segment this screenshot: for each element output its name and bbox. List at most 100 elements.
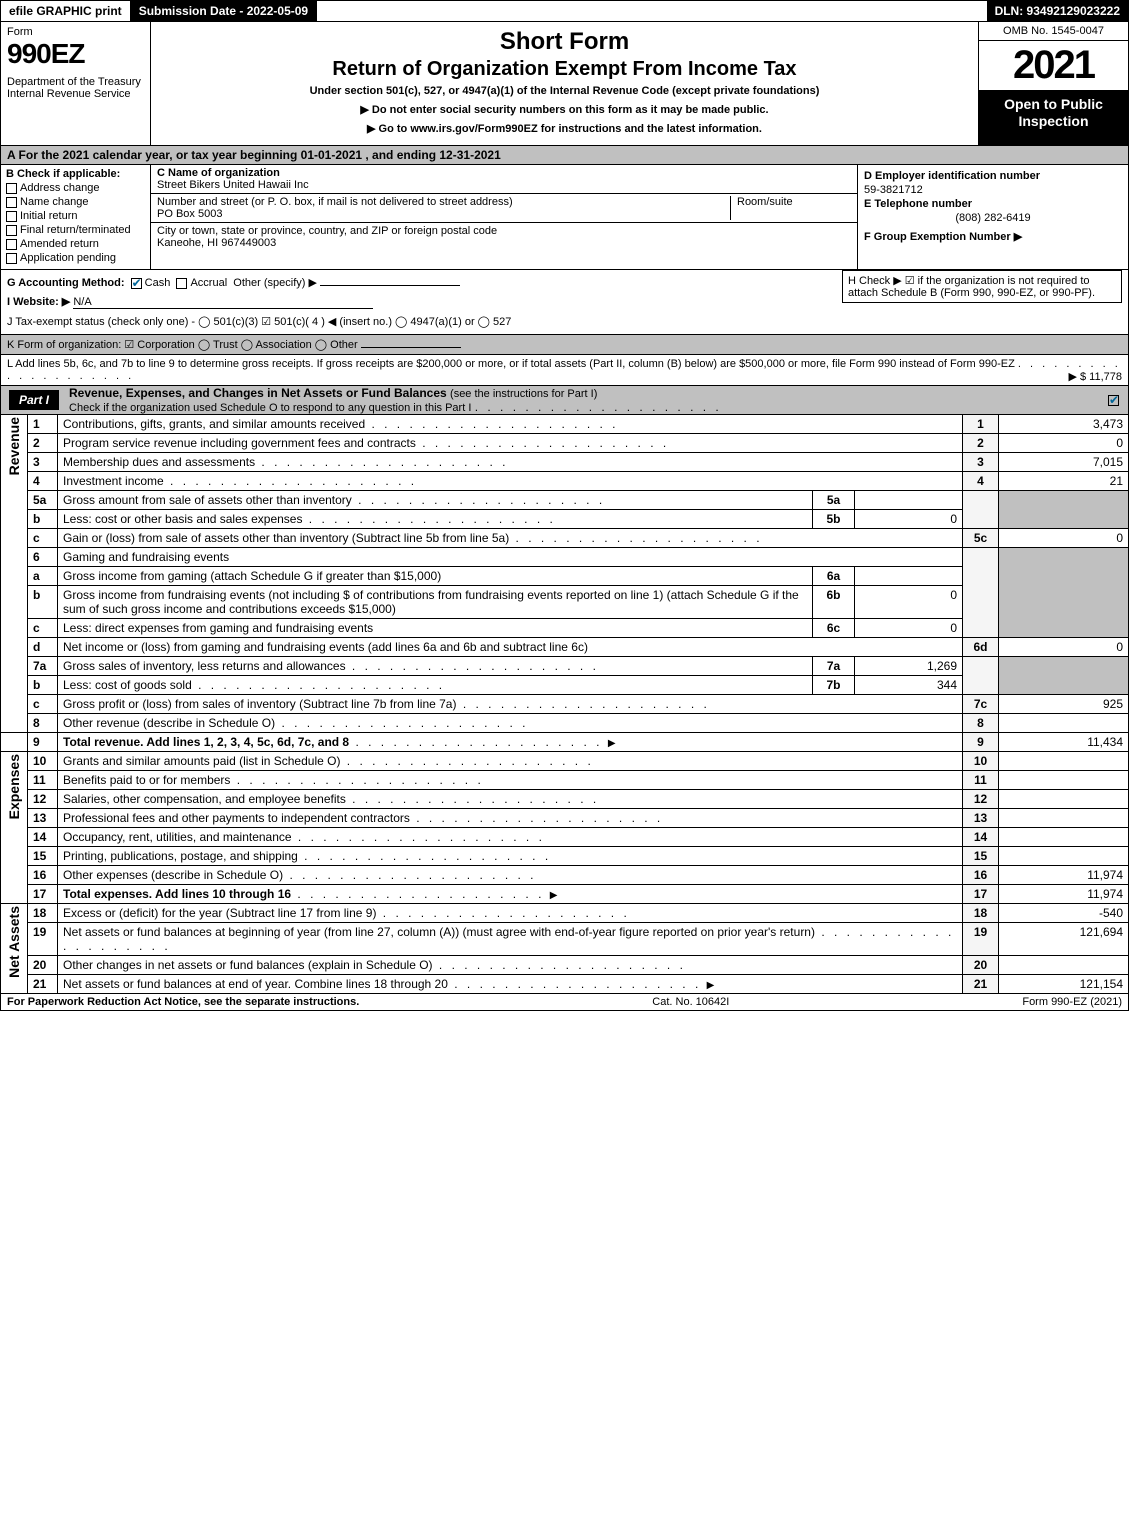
efile-label[interactable]: efile GRAPHIC print [1, 1, 131, 21]
r15-code: 15 [963, 847, 999, 866]
phone: (808) 282-6419 [864, 212, 1122, 224]
r2-num: 2 [28, 434, 58, 453]
chk-initial-return[interactable]: Initial return [6, 210, 145, 222]
r9-num: 9 [28, 733, 58, 752]
r20-desc: Other changes in net assets or fund bala… [63, 958, 433, 972]
part1-title: Revenue, Expenses, and Changes in Net As… [69, 386, 447, 400]
r8-desc: Other revenue (describe in Schedule O) [63, 716, 275, 730]
ein: 59-3821712 [864, 184, 1122, 196]
r1-desc: Contributions, gifts, grants, and simila… [63, 417, 365, 431]
g-other-input[interactable] [320, 285, 460, 286]
form-number: 990EZ [7, 38, 144, 70]
r6d-num: d [28, 638, 58, 657]
r7c-amt: 925 [999, 695, 1129, 714]
r2-desc: Program service revenue including govern… [63, 436, 416, 450]
addr-label: Number and street (or P. O. box, if mail… [157, 196, 724, 208]
r3-num: 3 [28, 453, 58, 472]
r8-num: 8 [28, 714, 58, 733]
org-name-row: C Name of organization Street Bikers Uni… [151, 165, 857, 194]
r6a-sval [855, 567, 963, 586]
r10-num: 10 [28, 752, 58, 771]
chk-amended-return[interactable]: Amended return [6, 238, 145, 250]
chk-final-return[interactable]: Final return/terminated [6, 224, 145, 236]
addr-value: PO Box 5003 [157, 208, 724, 220]
r7ab-gray-amt [999, 657, 1129, 695]
chk-name-change[interactable]: Name change [6, 196, 145, 208]
r14-desc: Occupancy, rent, utilities, and maintena… [63, 830, 292, 844]
r18-desc: Excess or (deficit) for the year (Subtra… [63, 906, 376, 920]
r7a-desc: Gross sales of inventory, less returns a… [63, 659, 346, 673]
header: Form 990EZ Department of the Treasury In… [0, 22, 1129, 146]
r13-desc: Professional fees and other payments to … [63, 811, 410, 825]
r20-amt [999, 956, 1129, 975]
r10-amt [999, 752, 1129, 771]
r5ab-gray [963, 491, 999, 529]
r17-num: 17 [28, 885, 58, 904]
r15-num: 15 [28, 847, 58, 866]
r5b-num: b [28, 510, 58, 529]
topbar-spacer [317, 1, 986, 21]
netassets-table: Net Assets 18 Excess or (deficit) for th… [0, 904, 1129, 994]
chk-initial-return-label: Initial return [20, 210, 77, 222]
addr-row: Number and street (or P. O. box, if mail… [151, 194, 857, 223]
website-value: N/A [73, 296, 373, 309]
g-other: Other (specify) ▶ [233, 277, 317, 289]
r8-amt [999, 714, 1129, 733]
r19-code: 19 [963, 923, 999, 956]
goto-link[interactable]: ▶ Go to www.irs.gov/Form990EZ for instru… [159, 122, 970, 135]
e-label: E Telephone number [864, 198, 1122, 210]
g-label: G Accounting Method: [7, 277, 125, 289]
r16-amt: 11,974 [999, 866, 1129, 885]
r5c-num: c [28, 529, 58, 548]
chk-schedule-o[interactable] [1108, 395, 1119, 406]
r6c-sub: 6c [813, 619, 855, 638]
col-def: D Employer identification number 59-3821… [858, 165, 1128, 269]
chk-address-change[interactable]: Address change [6, 182, 145, 194]
r17-code: 17 [963, 885, 999, 904]
chk-accrual[interactable] [176, 278, 187, 289]
info-grid: B Check if applicable: Address change Na… [0, 165, 1129, 270]
chk-cash[interactable] [131, 278, 142, 289]
r9-code: 9 [963, 733, 999, 752]
r5c-amt: 0 [999, 529, 1129, 548]
r7b-sval: 344 [855, 676, 963, 695]
footer: For Paperwork Reduction Act Notice, see … [0, 994, 1129, 1011]
r3-code: 3 [963, 453, 999, 472]
part1-note: (see the instructions for Part I) [450, 388, 597, 400]
r6a-desc: Gross income from gaming (attach Schedul… [63, 569, 441, 583]
r6a-num: a [28, 567, 58, 586]
r7c-desc: Gross profit or (loss) from sales of inv… [63, 697, 456, 711]
b-label: B Check if applicable: [6, 168, 145, 180]
r6-gray-amt [999, 548, 1129, 638]
chk-address-change-label: Address change [20, 182, 100, 194]
r5c-code: 5c [963, 529, 999, 548]
r20-num: 20 [28, 956, 58, 975]
r4-desc: Investment income [63, 474, 164, 488]
city-row: City or town, state or province, country… [151, 223, 857, 251]
r5c-desc: Gain or (loss) from sale of assets other… [63, 531, 509, 545]
r18-amt: -540 [999, 904, 1129, 923]
r1-num: 1 [28, 415, 58, 434]
k-other-input[interactable] [361, 347, 461, 348]
form-label: Form [7, 26, 144, 38]
r6d-amt: 0 [999, 638, 1129, 657]
r19-amt: 121,694 [999, 923, 1129, 956]
r11-code: 11 [963, 771, 999, 790]
r12-num: 12 [28, 790, 58, 809]
col-c: C Name of organization Street Bikers Uni… [151, 165, 858, 269]
r21-desc: Net assets or fund balances at end of ye… [63, 977, 448, 991]
header-right: OMB No. 1545-0047 2021 Open to Public In… [978, 22, 1128, 145]
r19-num: 19 [28, 923, 58, 956]
r6-desc: Gaming and fundraising events [58, 548, 963, 567]
r7ab-gray [963, 657, 999, 695]
r4-num: 4 [28, 472, 58, 491]
submission-date: Submission Date - 2022-05-09 [131, 1, 317, 21]
part1-bar: Part I Revenue, Expenses, and Changes in… [0, 386, 1129, 415]
org-name: Street Bikers United Hawaii Inc [157, 179, 851, 191]
j-text: J Tax-exempt status (check only one) - ◯… [7, 315, 1122, 328]
r12-amt [999, 790, 1129, 809]
r5a-sub: 5a [813, 491, 855, 510]
r13-code: 13 [963, 809, 999, 828]
chk-application-pending[interactable]: Application pending [6, 252, 145, 264]
tax-year: 2021 [979, 41, 1128, 90]
